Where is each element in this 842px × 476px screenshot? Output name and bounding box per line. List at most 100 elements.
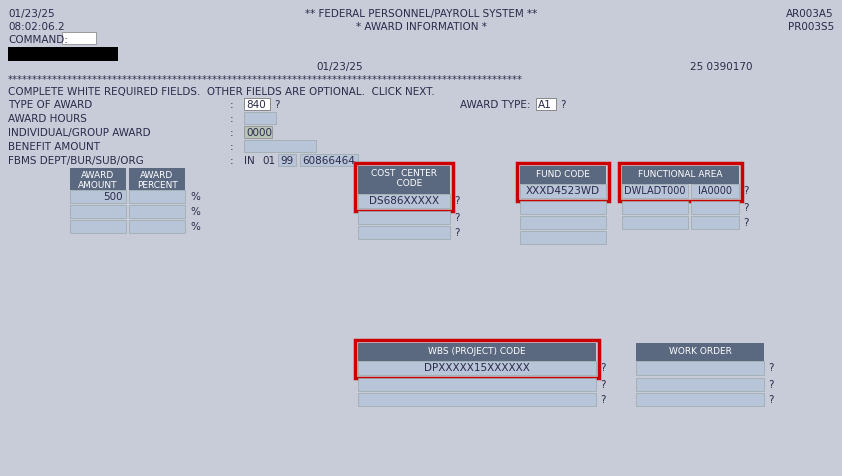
Bar: [244, 112, 276, 124]
Text: ?: ?: [454, 213, 460, 223]
Bar: [355, 340, 599, 378]
Text: ?: ?: [743, 186, 749, 196]
Text: %: %: [190, 192, 200, 202]
Text: ?: ?: [274, 100, 280, 110]
Bar: [70, 168, 126, 190]
Text: ?: ?: [768, 395, 774, 405]
Text: ?: ?: [560, 100, 566, 110]
Text: IA0000: IA0000: [698, 186, 732, 196]
Text: ?: ?: [768, 380, 774, 390]
Text: 840: 840: [246, 100, 266, 110]
Text: 25 0390170: 25 0390170: [690, 62, 753, 72]
Text: :: :: [230, 100, 233, 110]
Bar: [129, 220, 185, 233]
Text: 500: 500: [104, 192, 123, 202]
Text: INDIVIDUAL/GROUP AWARD: INDIVIDUAL/GROUP AWARD: [8, 128, 151, 138]
Text: AR003A5: AR003A5: [786, 9, 834, 19]
Bar: [358, 166, 450, 194]
Text: AWARD TYPE:: AWARD TYPE:: [460, 100, 530, 110]
Bar: [70, 190, 126, 203]
Text: XXXD4523WD: XXXD4523WD: [526, 186, 600, 196]
Text: ?: ?: [454, 196, 460, 206]
Text: FUNCTIONAL AREA: FUNCTIONAL AREA: [638, 170, 722, 179]
Text: CODE: CODE: [386, 179, 423, 188]
Bar: [358, 361, 596, 375]
Text: ?: ?: [454, 228, 460, 238]
Bar: [70, 220, 126, 233]
Bar: [244, 126, 272, 138]
Text: ?: ?: [600, 395, 605, 405]
Text: WORK ORDER: WORK ORDER: [669, 347, 732, 356]
Text: %: %: [190, 207, 200, 217]
Text: COMMAND:: COMMAND:: [8, 35, 68, 45]
Bar: [244, 98, 270, 110]
Text: 60866464: 60866464: [302, 156, 354, 166]
Text: :: :: [230, 142, 233, 152]
Text: BENEFIT AMOUNT: BENEFIT AMOUNT: [8, 142, 100, 152]
Bar: [622, 184, 688, 198]
Bar: [358, 211, 450, 224]
Bar: [62, 32, 96, 44]
Bar: [278, 154, 296, 166]
Bar: [8, 47, 118, 61]
Bar: [691, 201, 739, 214]
Text: ?: ?: [743, 203, 749, 213]
Text: 99: 99: [280, 156, 293, 166]
Bar: [358, 194, 450, 208]
Bar: [517, 163, 609, 201]
Bar: [358, 226, 450, 239]
Bar: [636, 393, 764, 406]
Text: 0000: 0000: [246, 128, 272, 138]
Bar: [691, 216, 739, 229]
Bar: [619, 163, 742, 201]
Text: :: :: [230, 114, 233, 124]
Bar: [636, 378, 764, 391]
Text: :: :: [230, 128, 233, 138]
Bar: [520, 201, 606, 214]
Bar: [520, 166, 606, 184]
Text: AMOUNT: AMOUNT: [78, 181, 118, 190]
Text: FUND CODE: FUND CODE: [536, 170, 590, 179]
Bar: [622, 166, 739, 184]
Text: :: :: [230, 156, 233, 166]
Text: 01: 01: [262, 156, 275, 166]
Bar: [536, 98, 556, 110]
Text: DS686XXXXX: DS686XXXXX: [369, 196, 439, 206]
Text: AWARD HOURS: AWARD HOURS: [8, 114, 87, 124]
Text: A1: A1: [538, 100, 552, 110]
Bar: [355, 163, 453, 211]
Bar: [358, 393, 596, 406]
Text: WBS (PROJECT) CODE: WBS (PROJECT) CODE: [429, 347, 525, 356]
Text: AWARD: AWARD: [82, 171, 115, 180]
Text: 08:02:06.2: 08:02:06.2: [8, 22, 65, 32]
Text: AWARD: AWARD: [141, 171, 173, 180]
Text: ?: ?: [600, 363, 605, 373]
Bar: [358, 378, 596, 391]
Bar: [636, 343, 764, 361]
Bar: [622, 201, 688, 214]
Text: ********************************************************************************: ****************************************…: [8, 75, 523, 85]
Text: 01/23/25: 01/23/25: [317, 62, 363, 72]
Bar: [70, 205, 126, 218]
Text: ?: ?: [768, 363, 774, 373]
Text: FBMS DEPT/BUR/SUB/ORG: FBMS DEPT/BUR/SUB/ORG: [8, 156, 144, 166]
Bar: [129, 190, 185, 203]
Bar: [520, 216, 606, 229]
Text: DWLADT000: DWLADT000: [624, 186, 685, 196]
Text: PERCENT: PERCENT: [136, 181, 178, 190]
Text: IN: IN: [244, 156, 255, 166]
Bar: [636, 361, 764, 375]
Text: ** FEDERAL PERSONNEL/PAYROLL SYSTEM **: ** FEDERAL PERSONNEL/PAYROLL SYSTEM **: [305, 9, 537, 19]
Bar: [622, 216, 688, 229]
Bar: [129, 168, 185, 190]
Bar: [244, 140, 316, 152]
Text: ?: ?: [743, 218, 749, 228]
Text: TYPE OF AWARD: TYPE OF AWARD: [8, 100, 93, 110]
Bar: [300, 154, 358, 166]
Bar: [129, 205, 185, 218]
Text: COMPLETE WHITE REQUIRED FIELDS.  OTHER FIELDS ARE OPTIONAL.  CLICK NEXT.: COMPLETE WHITE REQUIRED FIELDS. OTHER FI…: [8, 87, 434, 97]
Bar: [358, 343, 596, 361]
Bar: [691, 184, 739, 198]
Text: PR003S5: PR003S5: [788, 22, 834, 32]
Text: * AWARD INFORMATION *: * AWARD INFORMATION *: [355, 22, 487, 32]
